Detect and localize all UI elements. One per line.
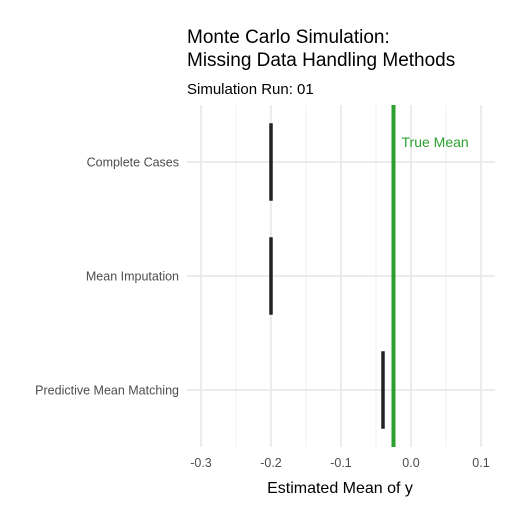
x-tick-label: -0.2	[260, 456, 282, 470]
x-tick-label: 0.0	[402, 456, 419, 470]
x-axis-title: Estimated Mean of y	[267, 480, 413, 497]
mark-layer	[269, 105, 396, 447]
chart-title-line-1: Monte Carlo Simulation:	[187, 27, 390, 48]
x-tick-label: -0.1	[330, 456, 352, 470]
x-tick-label: -0.3	[190, 456, 212, 470]
chart-subtitle: Simulation Run: 01	[187, 81, 314, 98]
x-tick-label: 0.1	[472, 456, 489, 470]
chart-title-line-2: Missing Data Handling Methods	[187, 50, 455, 71]
grid-layer	[187, 105, 495, 447]
category-label: Predictive Mean Matching	[35, 384, 179, 398]
true-mean-label: True Mean	[402, 134, 469, 150]
category-label: Mean Imputation	[86, 270, 179, 284]
category-label: Complete Cases	[87, 156, 179, 170]
label-layer: True Mean Complete Cases Mean Imputation Pr…	[35, 134, 490, 470]
